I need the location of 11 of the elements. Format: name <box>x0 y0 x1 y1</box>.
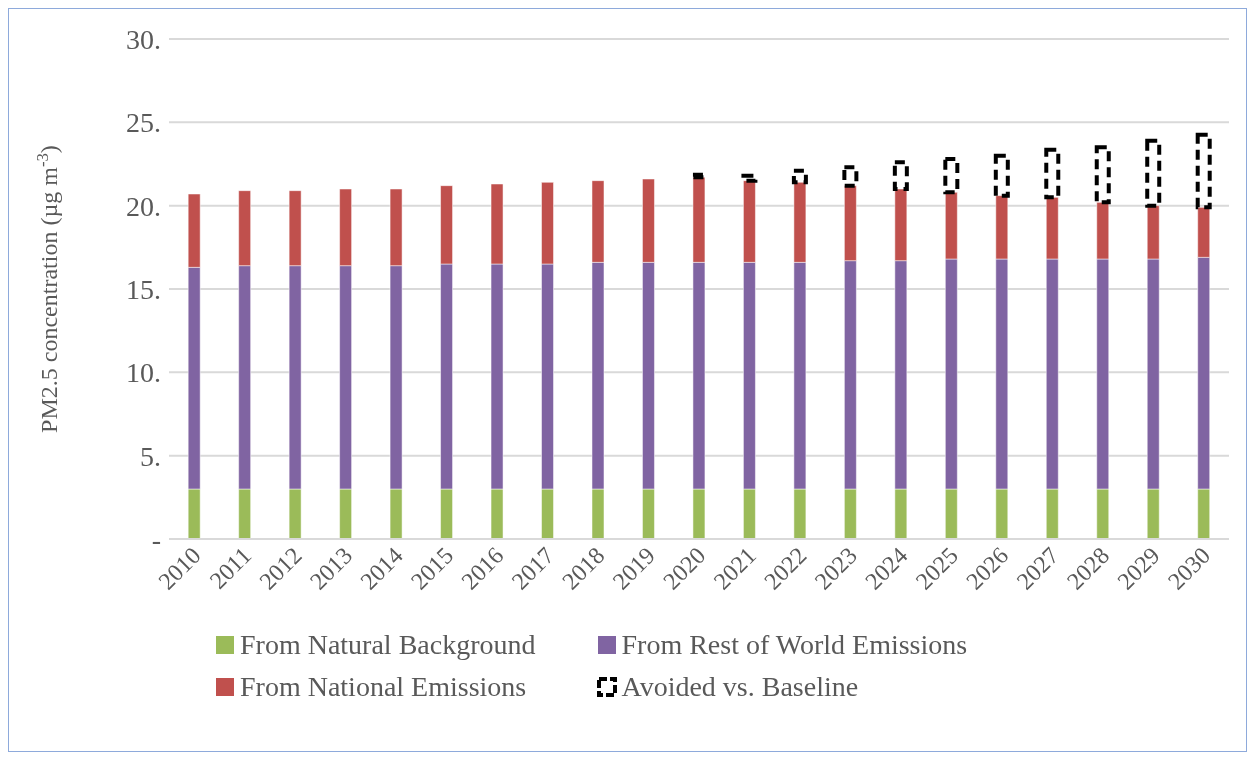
y-tick-label: 10. <box>126 357 161 389</box>
legend-label: From Natural Background <box>240 629 536 661</box>
legend-label: From Rest of World Emissions <box>621 629 968 661</box>
legend-label: From National Emissions <box>240 671 527 703</box>
y-tick-label: 5. <box>140 440 161 472</box>
y-tick-label: 30. <box>126 23 161 55</box>
legend-label: Avoided vs. Baseline <box>621 671 859 703</box>
y-tick-label: 15. <box>126 273 161 305</box>
y-tick-label: 25. <box>126 107 161 139</box>
y-tick-label: 20. <box>126 190 161 222</box>
y-tick-label: - <box>151 523 161 555</box>
